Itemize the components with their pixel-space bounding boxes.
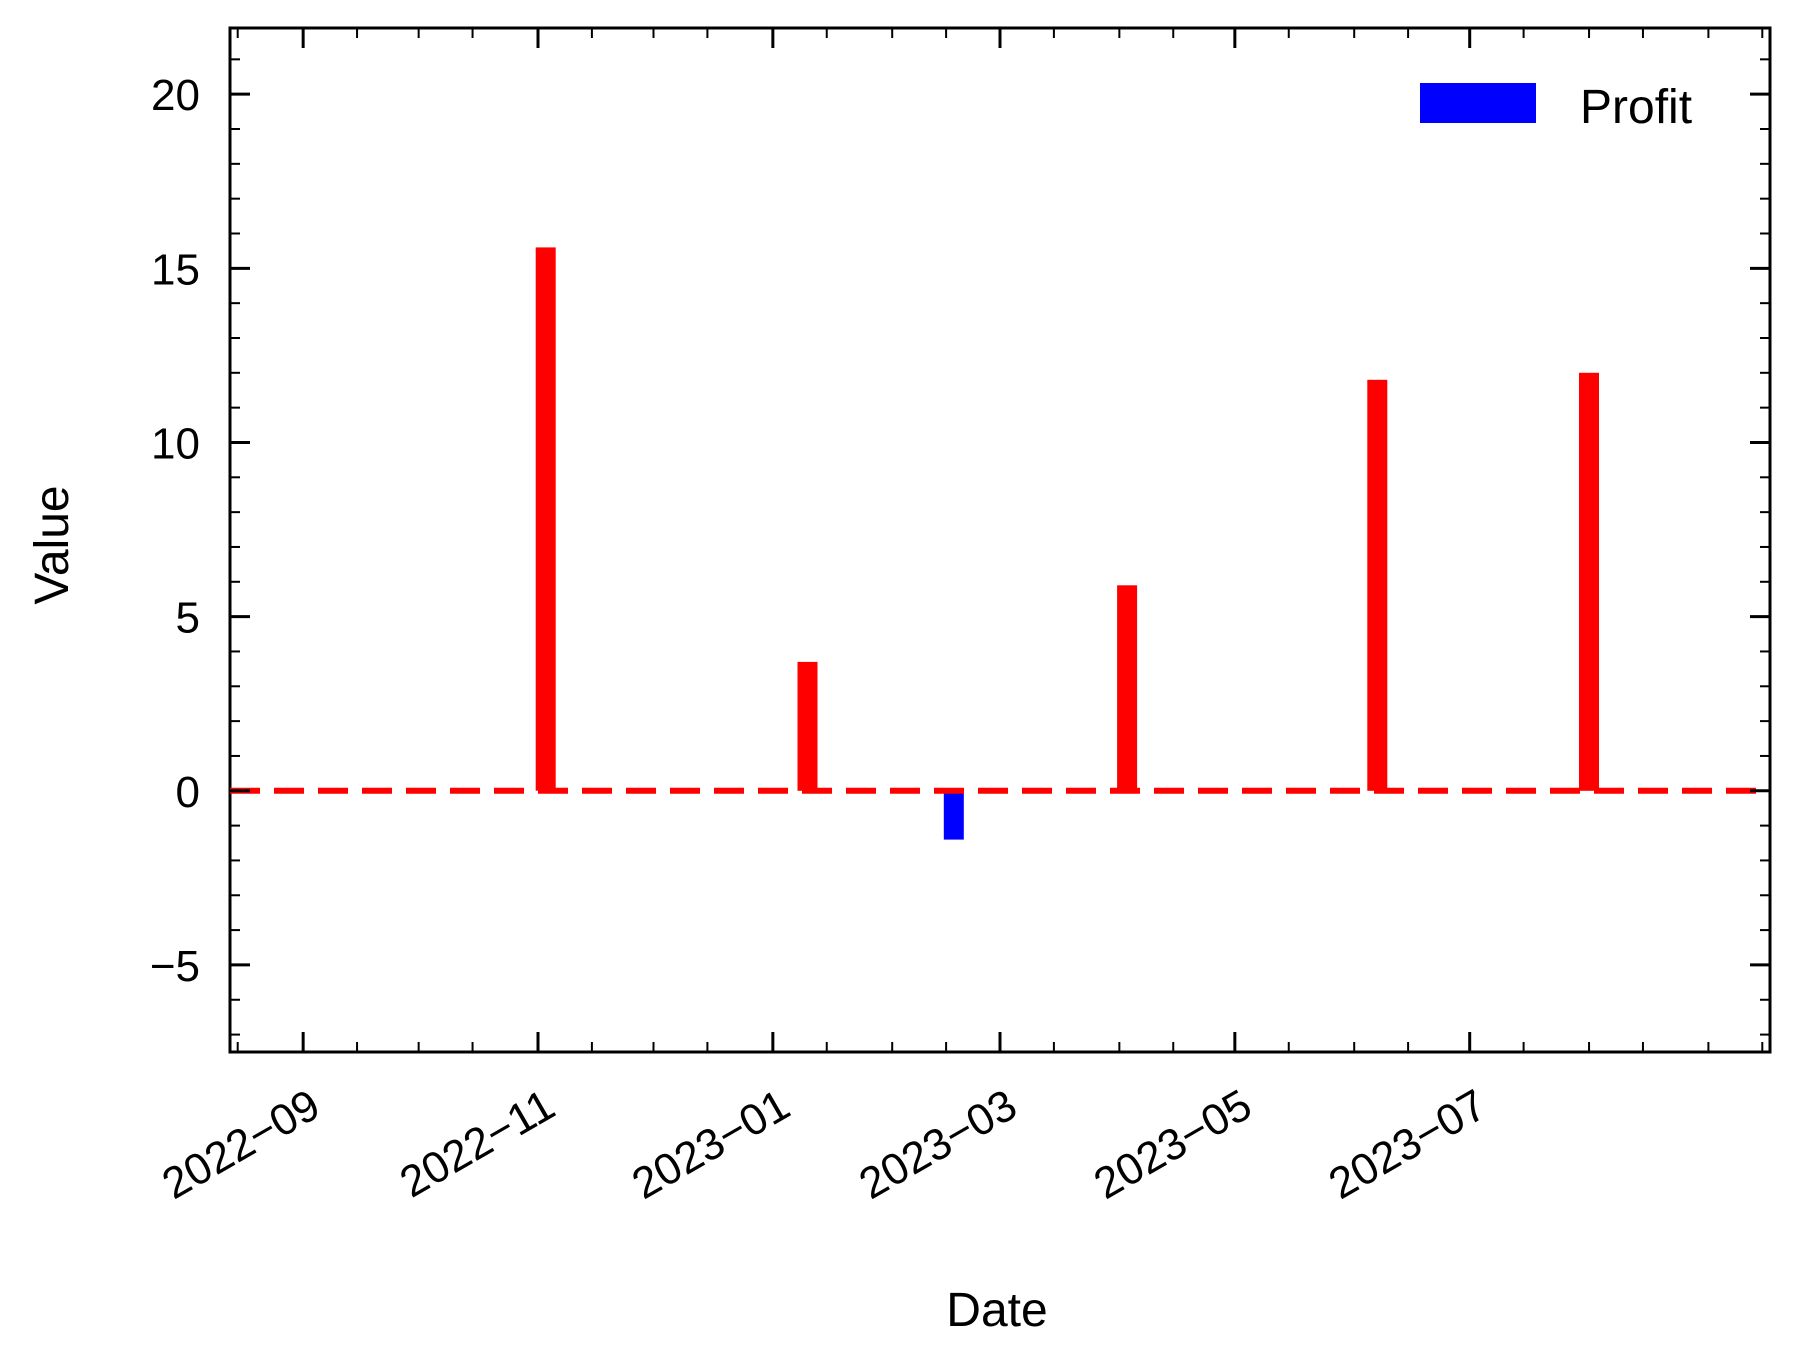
y-axis-label: Value [26, 485, 79, 604]
bar-2023-06-07 [1367, 379, 1388, 791]
x-tick-label: 2023−05 [1086, 1080, 1260, 1209]
bars [535, 247, 1599, 840]
x-axis-label: Date [946, 1284, 1047, 1337]
tick-labels: −5 0 5 10 15 20 2022−09 2022−11 2023−01 2023−03 20… [150, 71, 1495, 1209]
legend-swatch-profit [1420, 83, 1536, 123]
bar-2023-02-17 [943, 790, 964, 840]
x-tick-label: 2023−07 [1321, 1080, 1495, 1209]
x-tick-label: 2022−11 [392, 1080, 563, 1207]
y-tick-label: 15 [151, 245, 200, 294]
bar-2023-08-01 [1579, 372, 1599, 791]
x-tick-label: 2023−03 [851, 1080, 1025, 1209]
legend: Profit [1420, 81, 1692, 134]
y-tick-label: 10 [151, 419, 200, 468]
x-tick-label: 2023−01 [624, 1080, 798, 1209]
legend-label-profit: Profit [1580, 81, 1692, 134]
bar-2022-11-03 [535, 247, 556, 791]
y-tick-label: 5 [176, 594, 200, 643]
bar-2023-01-10 [797, 661, 818, 791]
y-tick-label: −5 [150, 942, 200, 991]
bar-2023-04-03 [1117, 585, 1138, 791]
x-tick-label: 2022−09 [154, 1080, 328, 1209]
y-tick-label: 0 [176, 768, 200, 817]
plot-frame [228, 26, 1772, 1054]
plot-area [228, 26, 1772, 1054]
axis-ticks [230, 28, 1770, 1052]
y-tick-label: 20 [151, 71, 200, 120]
